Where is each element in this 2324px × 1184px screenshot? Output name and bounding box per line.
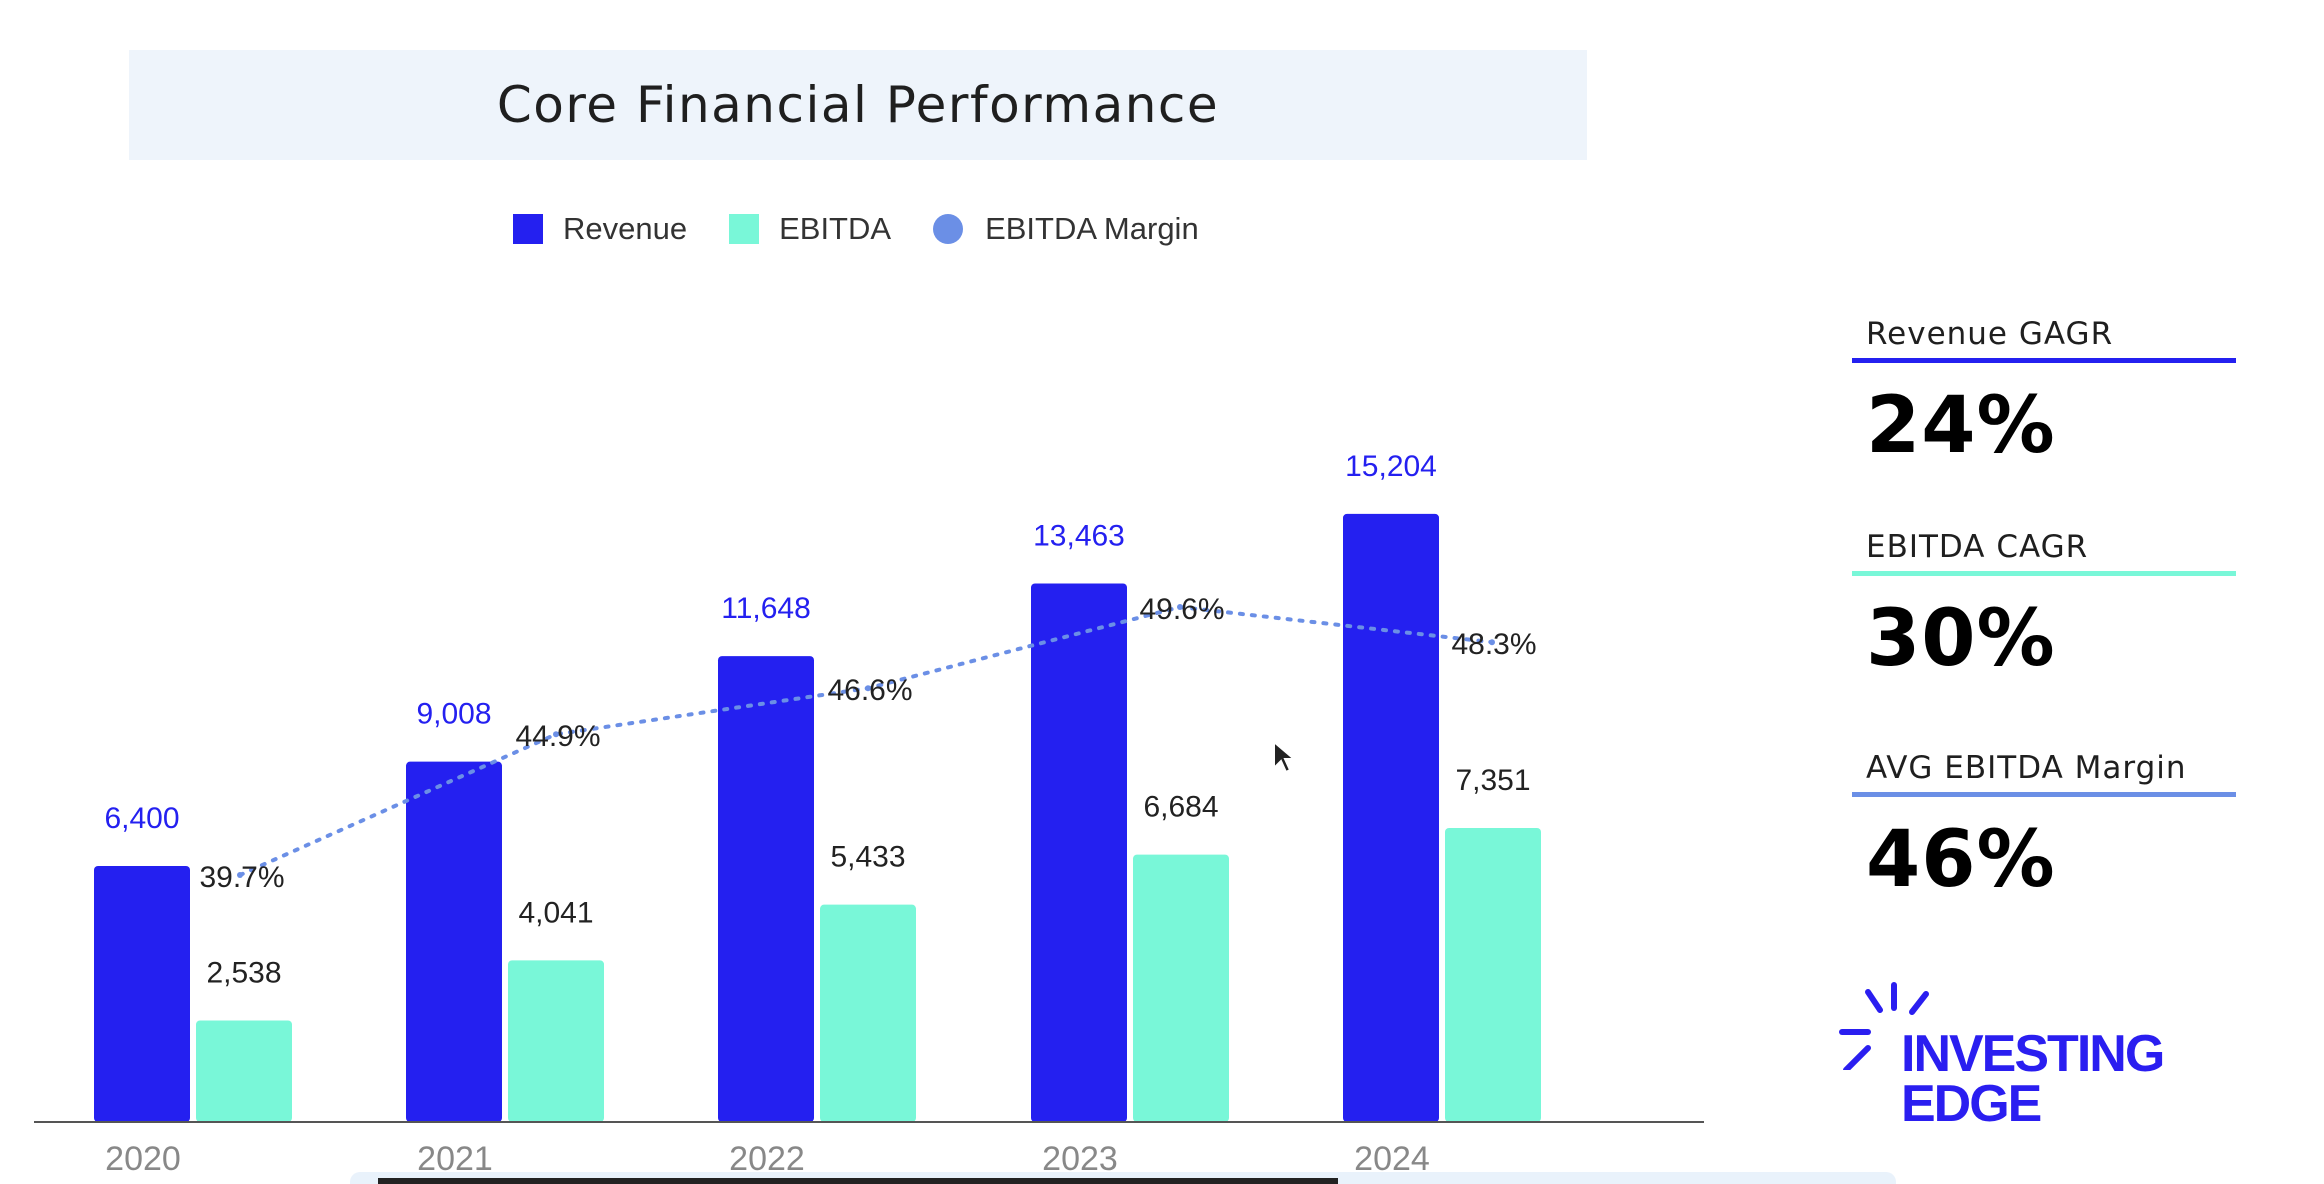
- ebitda-margin-label: 49.6%: [1139, 593, 1224, 626]
- kpi-label: Revenue GAGR: [1866, 316, 2114, 352]
- logo-text: INVESTING EDGE: [1901, 1025, 2165, 1133]
- x-tick-label: 2021: [417, 1140, 493, 1178]
- kpi-label: AVG EBITDA Margin: [1866, 750, 2187, 786]
- legend-swatch-revenue: [513, 214, 543, 244]
- ebitda-margin-point: [1177, 604, 1183, 610]
- ebitda-bar: [1445, 827, 1541, 1122]
- kpi-value: 24%: [1866, 381, 2056, 471]
- ebitda-margin-label: 39.7%: [199, 861, 284, 894]
- logo-line-1: INVESTING: [1901, 1025, 2165, 1083]
- ebitda-data-label: 2,538: [206, 956, 281, 989]
- ebitda-bar: [1133, 854, 1229, 1122]
- progress-bar[interactable]: [378, 1178, 1338, 1184]
- chart-legend: Revenue EBITDA EBITDA Margin: [513, 207, 1241, 251]
- legend-item-ebitda: EBITDA: [729, 211, 891, 247]
- legend-swatch-ebitda: [729, 214, 760, 244]
- legend-label-revenue: Revenue: [563, 211, 688, 246]
- revenue-data-label: 15,204: [1345, 450, 1437, 483]
- legend-dot-ebitda-margin: [933, 214, 964, 244]
- logo-burst-icon: [1839, 982, 1929, 1070]
- ebitda-margin-point: [553, 731, 559, 738]
- mouse-cursor-icon: [1273, 740, 1296, 774]
- revenue-bar: [1343, 513, 1439, 1122]
- kpi-ebitda-cagr: EBITDA CAGR 30%: [1852, 529, 2236, 684]
- chart-title-banner: Core Financial Performance: [129, 50, 1587, 160]
- kpi-rule: [1852, 792, 2236, 797]
- ebitda-margin-point: [237, 872, 243, 878]
- ebitda-margin-label: 44.9%: [515, 720, 600, 753]
- legend-item-revenue: Revenue: [513, 211, 687, 247]
- kpi-revenue-cagr: Revenue GAGR 24%: [1852, 316, 2236, 471]
- kpi-value: 30%: [1866, 594, 2056, 684]
- revenue-data-label: 13,463: [1033, 519, 1125, 552]
- chart-title: Core Financial Performance: [496, 76, 1220, 134]
- revenue-bar: [718, 656, 814, 1122]
- ebitda-data-label: 5,433: [830, 841, 905, 874]
- kpi-label: EBITDA CAGR: [1866, 529, 2089, 565]
- revenue-data-label: 6,400: [104, 802, 179, 835]
- legend-label-ebitda-margin: EBITDA Margin: [985, 211, 1199, 246]
- revenue-bar: [94, 866, 190, 1122]
- kpi-value: 46%: [1866, 815, 2056, 905]
- ebitda-margin-label: 46.6%: [827, 674, 912, 707]
- investing-edge-logo: INVESTING EDGE: [1838, 980, 2165, 1130]
- ebitda-bar: [508, 960, 604, 1122]
- ebitda-margin-point: [1489, 639, 1495, 646]
- logo-line-2: EDGE: [1901, 1075, 2042, 1133]
- ebitda-data-label: 7,351: [1455, 764, 1530, 797]
- kpi-rule: [1852, 358, 2236, 363]
- revenue-data-label: 9,008: [416, 698, 491, 731]
- revenue-bar: [406, 761, 502, 1122]
- ebitda-data-label: 6,684: [1143, 791, 1218, 824]
- revenue-data-label: 11,648: [721, 592, 811, 625]
- legend-label-ebitda: EBITDA: [779, 211, 892, 246]
- revenue-bar: [1031, 583, 1127, 1122]
- ebitda-margin-label: 48.3%: [1451, 628, 1536, 661]
- legend-item-ebitda-margin: EBITDA Margin: [933, 211, 1199, 247]
- ebitda-margin-point: [865, 685, 871, 692]
- kpi-avg-ebitda-margin: AVG EBITDA Margin 46%: [1852, 750, 2236, 905]
- ebitda-data-label: 4,041: [518, 896, 593, 929]
- x-tick-label: 2022: [729, 1140, 805, 1178]
- x-tick-label: 2024: [1354, 1140, 1430, 1178]
- x-tick-label: 2020: [105, 1140, 181, 1178]
- x-tick-label: 2023: [1042, 1140, 1118, 1178]
- ebitda-bar: [196, 1020, 292, 1122]
- kpi-rule: [1852, 571, 2236, 576]
- ebitda-bar: [820, 904, 916, 1122]
